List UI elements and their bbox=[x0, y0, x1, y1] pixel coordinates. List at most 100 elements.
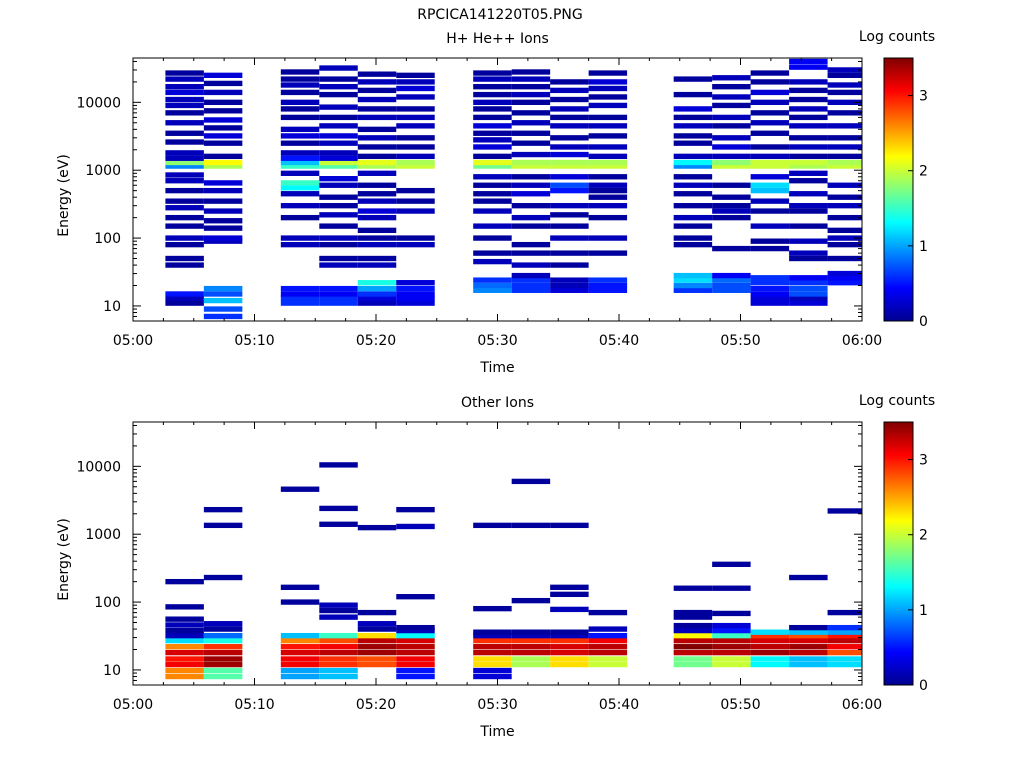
heatmap-cell bbox=[550, 182, 589, 188]
heatmap-cell bbox=[712, 649, 751, 656]
heatmap-cell bbox=[165, 198, 204, 204]
heatmap-cell bbox=[550, 262, 589, 268]
heatmap-cell bbox=[280, 667, 320, 674]
heatmap-cell bbox=[280, 106, 320, 112]
heatmap-cell bbox=[588, 194, 628, 200]
heatmap-cell bbox=[712, 656, 751, 662]
heatmap-cell bbox=[712, 610, 751, 617]
heatmap-cell bbox=[750, 198, 790, 204]
heatmap-cell bbox=[712, 114, 751, 121]
heatmap-cell bbox=[511, 223, 551, 229]
heatmap-cell bbox=[396, 153, 435, 160]
heatmap-cell bbox=[319, 212, 358, 218]
heatmap-cell bbox=[789, 191, 828, 197]
x-tick-label: 06:00 bbox=[842, 697, 882, 713]
heatmap-cell bbox=[203, 159, 243, 166]
heatmap-cell bbox=[280, 159, 320, 166]
heatmap-cell bbox=[550, 223, 589, 229]
heatmap-cell bbox=[357, 87, 397, 94]
x-tick-label: 05:50 bbox=[720, 333, 760, 349]
heatmap-cell bbox=[750, 130, 790, 136]
heatmap-cell bbox=[750, 300, 790, 306]
heatmap-cell bbox=[319, 203, 358, 209]
heatmap-cell bbox=[588, 203, 628, 209]
heatmap-cell bbox=[396, 198, 435, 204]
y-tick-label: 10 bbox=[103, 663, 121, 679]
heatmap-cell bbox=[165, 616, 204, 622]
heatmap-cell bbox=[511, 84, 551, 90]
heatmap-cell bbox=[511, 120, 551, 126]
heatmap-cell bbox=[673, 644, 713, 650]
heatmap-cell bbox=[789, 203, 828, 209]
figure-title: RPCICA141220T05.PNG bbox=[417, 7, 583, 23]
heatmap-cell bbox=[712, 214, 751, 221]
heatmap-cell bbox=[588, 282, 628, 289]
heatmap-cell bbox=[673, 235, 713, 241]
heatmap-cell bbox=[827, 637, 862, 644]
heatmap-cell bbox=[750, 208, 790, 214]
heatmap-cell bbox=[827, 235, 862, 241]
heatmap-cell bbox=[789, 178, 828, 184]
heatmap-cell bbox=[588, 102, 628, 109]
heatmap-cell bbox=[203, 80, 243, 87]
heatmap-cell bbox=[357, 96, 397, 103]
heatmap-cell bbox=[473, 130, 512, 136]
heatmap-cell bbox=[165, 102, 204, 109]
heatmap-cell bbox=[750, 275, 790, 281]
heatmap-cell bbox=[280, 599, 320, 605]
heatmap-cell bbox=[319, 505, 358, 512]
heatmap-cell bbox=[673, 182, 713, 188]
heatmap-cell bbox=[550, 114, 589, 121]
heatmap-cell bbox=[673, 656, 713, 662]
heatmap-cell bbox=[511, 656, 551, 662]
heatmap-cell bbox=[396, 594, 435, 600]
panel-title: H+ He++ Ions bbox=[446, 31, 549, 47]
heatmap-cell bbox=[280, 99, 320, 106]
heatmap-cell bbox=[357, 159, 397, 166]
heatmap-cell bbox=[357, 163, 397, 169]
heatmap-cell bbox=[827, 144, 862, 150]
heatmap-cell bbox=[473, 84, 512, 90]
heatmap-cell bbox=[319, 661, 358, 668]
heatmap-cell bbox=[750, 637, 790, 644]
heatmap-cell bbox=[750, 144, 790, 150]
heatmap-cell bbox=[827, 135, 862, 141]
heatmap-cell bbox=[203, 153, 243, 160]
heatmap-cell bbox=[165, 139, 204, 145]
heatmap-cell bbox=[789, 574, 828, 581]
heatmap-cell bbox=[789, 208, 828, 214]
heatmap-cell bbox=[280, 486, 320, 492]
heatmap-cell bbox=[550, 135, 589, 141]
heatmap-cell bbox=[203, 626, 243, 632]
heatmap-cell bbox=[789, 96, 828, 103]
heatmap-cell bbox=[511, 241, 551, 248]
heatmap-cell bbox=[165, 656, 204, 662]
heatmap-cell bbox=[319, 673, 358, 680]
x-tick-label: 05:00 bbox=[113, 697, 153, 713]
heatmap-cell bbox=[789, 250, 828, 256]
heatmap-cell bbox=[319, 182, 358, 188]
heatmap-cell bbox=[165, 110, 204, 116]
heatmap-cell bbox=[588, 114, 628, 121]
heatmap-cell bbox=[550, 106, 589, 112]
heatmap-cell bbox=[673, 153, 713, 160]
heatmap-cell bbox=[550, 277, 589, 283]
heatmap-cell bbox=[588, 182, 628, 188]
heatmap-cell bbox=[588, 94, 628, 100]
heatmap-cell bbox=[280, 140, 320, 146]
heatmap-cell bbox=[203, 285, 243, 292]
heatmap-cell bbox=[673, 191, 713, 197]
heatmap-cell bbox=[203, 180, 243, 186]
heatmap-cell bbox=[673, 203, 713, 209]
heatmap-cell bbox=[396, 295, 435, 301]
heatmap-cell bbox=[357, 255, 397, 262]
heatmap-cell bbox=[165, 163, 204, 169]
heatmap-cell bbox=[165, 300, 204, 306]
heatmap-cell bbox=[827, 255, 862, 262]
heatmap-cell bbox=[319, 155, 358, 161]
heatmap-cell bbox=[396, 644, 435, 650]
heatmap-cell bbox=[319, 176, 358, 182]
heatmap-cell bbox=[511, 182, 551, 188]
heatmap-cell bbox=[511, 282, 551, 289]
